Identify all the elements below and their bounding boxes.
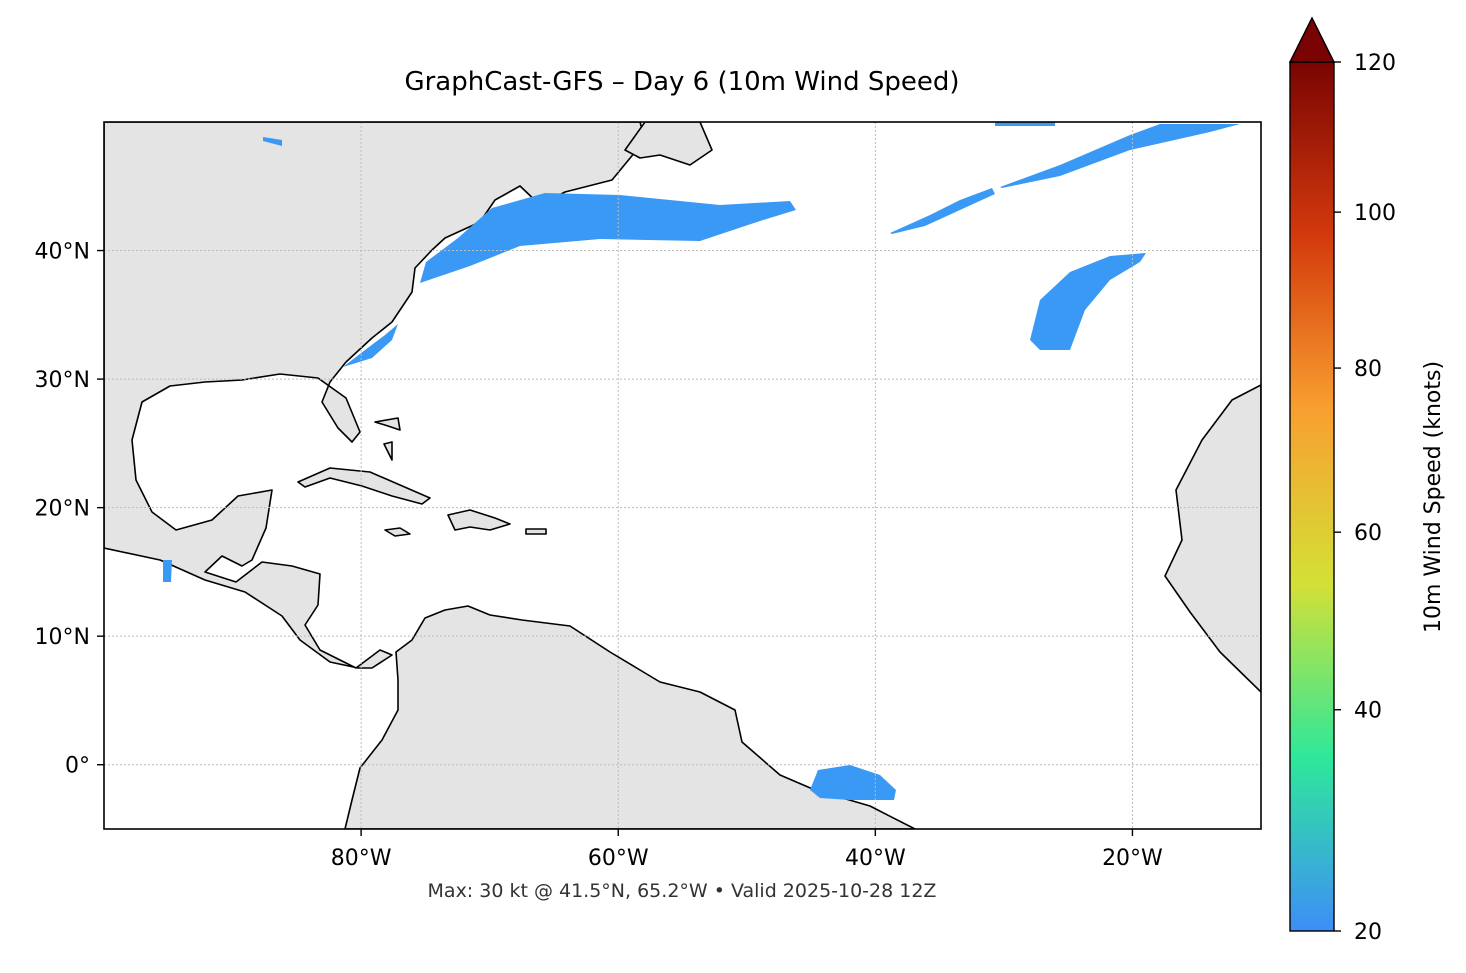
axes: 80°W 60°W 40°W 20°W 0° 10°N 20°N 30°N 40°N <box>35 122 1261 871</box>
y-tick-label: 10°N <box>35 625 90 650</box>
cuba <box>297 467 431 505</box>
africa <box>1164 384 1261 693</box>
puerto-rico <box>525 528 547 535</box>
annotation: Max: 30 kt @ 41.5°N, 65.2°W • Valid 2025… <box>428 880 937 902</box>
x-tick-label: 60°W <box>588 846 649 871</box>
jamaica <box>384 527 411 537</box>
north-america <box>104 122 646 669</box>
x-tick-label: 20°W <box>1102 846 1163 871</box>
y-tick-label: 0° <box>65 754 90 779</box>
hispaniola <box>447 509 511 531</box>
chart-title: GraphCast-GFS – Day 6 (10m Wind Speed) <box>404 67 959 97</box>
map <box>104 122 1261 829</box>
y-tick-label: 20°N <box>35 497 90 522</box>
colorbar <box>1289 61 1335 932</box>
colorbar-tick-label: 100 <box>1354 201 1396 226</box>
colorbar-tick-label: 40 <box>1354 699 1382 724</box>
x-tick-label: 40°W <box>845 846 906 871</box>
map-frame <box>103 121 1262 830</box>
y-tick-label: 40°N <box>35 240 90 265</box>
colorbar-extend <box>1288 16 1336 63</box>
wind-field <box>163 122 1240 800</box>
newfoundland <box>624 122 713 166</box>
colorbar-label: 10m Wind Speed (knots) <box>1421 361 1446 633</box>
colorbar-tick-label: 120 <box>1354 51 1396 76</box>
colorbar-tick-label: 20 <box>1354 920 1382 945</box>
bahamas <box>374 417 401 461</box>
colorbar-tick-label: 60 <box>1354 521 1382 546</box>
colorbar-tick-label: 80 <box>1354 357 1382 382</box>
south-america <box>344 605 916 829</box>
y-tick-label: 30°N <box>35 368 90 393</box>
x-tick-label: 80°W <box>331 846 392 871</box>
